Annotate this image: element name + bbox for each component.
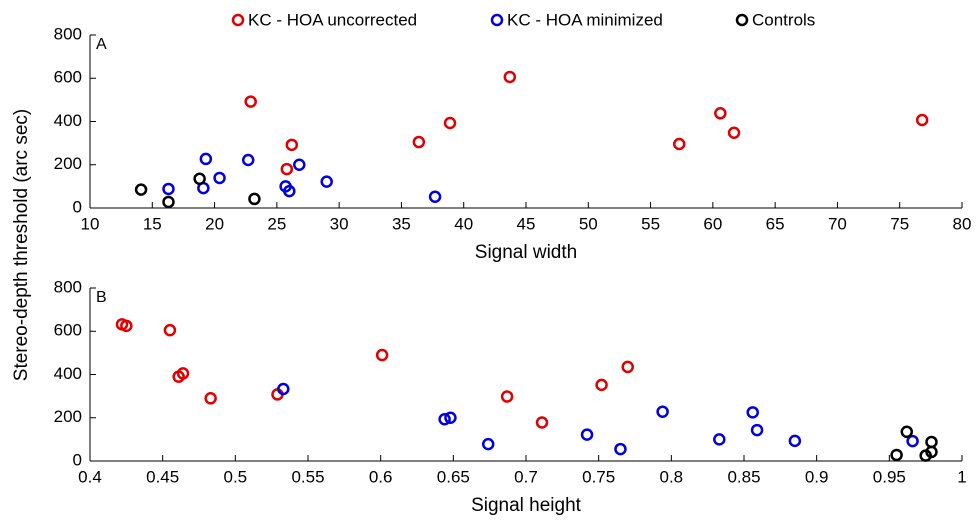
data-point (293, 158, 306, 171)
data-point (241, 153, 255, 167)
x-tick-label: 60 (703, 214, 722, 233)
data-point (375, 348, 389, 362)
y-tick-label: 600 (54, 68, 82, 87)
x-tick-label: 15 (143, 214, 162, 233)
data-point (750, 423, 764, 437)
data-point (428, 190, 442, 204)
data-point (248, 192, 261, 206)
data-point (906, 434, 919, 448)
data-point (595, 378, 608, 392)
x-tick-label: 55 (641, 214, 660, 233)
panel-label: B (96, 289, 107, 306)
data-point (656, 405, 669, 418)
legend-label: KC - HOA uncorrected (248, 10, 417, 29)
data-point (176, 367, 190, 380)
x-tick-label: 0.95 (873, 467, 906, 486)
legend-marker (231, 13, 245, 27)
data-point (320, 175, 333, 188)
y-tick-label: 800 (54, 277, 82, 296)
data-point (443, 116, 457, 130)
data-point (444, 411, 457, 424)
x-tick-label: 0.5 (224, 467, 248, 486)
y-tick-label: 0 (73, 450, 82, 469)
data-point (890, 448, 903, 462)
data-point (925, 435, 938, 449)
x-tick-label: 0.4 (78, 467, 102, 486)
data-point (162, 182, 175, 196)
data-point (672, 137, 686, 151)
data-point (280, 162, 294, 176)
data-point (244, 95, 257, 108)
x-tick-label: 45 (517, 214, 536, 233)
y-tick-label: 800 (54, 24, 82, 43)
data-point (713, 433, 726, 446)
data-point (162, 195, 175, 209)
data-point (746, 406, 759, 419)
x-tick-label: 0.65 (437, 467, 470, 486)
x-tick-label: 50 (579, 214, 598, 233)
data-point (134, 183, 148, 196)
x-tick-label: 40 (454, 214, 473, 233)
data-point (535, 416, 549, 429)
x-tick-label: 0.6 (369, 467, 393, 486)
y-tick-label: 200 (54, 407, 82, 426)
legend-label: Controls (752, 10, 815, 29)
data-point (614, 442, 627, 456)
data-point (503, 70, 517, 84)
x-tick-label: 0.8 (660, 467, 684, 486)
legend-marker (490, 13, 504, 27)
y-tick-label: 400 (54, 364, 82, 383)
data-point (580, 428, 594, 441)
y-tick-label: 400 (54, 111, 82, 130)
data-point (204, 392, 217, 405)
x-tick-label: 65 (766, 214, 785, 233)
y-tick-label: 200 (54, 154, 82, 173)
panel-label: A (96, 36, 107, 53)
x-tick-label: 80 (953, 214, 972, 233)
data-point (915, 113, 929, 127)
data-point (283, 184, 296, 198)
data-point (481, 437, 495, 451)
data-point (163, 323, 177, 337)
data-point (438, 413, 451, 426)
x-tick-label: 35 (392, 214, 411, 233)
data-point (714, 107, 727, 120)
x-tick-label: 0.75 (582, 467, 615, 486)
x-tick-label: 0.85 (727, 467, 760, 486)
data-point (900, 425, 914, 439)
data-point (621, 360, 634, 374)
x-tick-label: 10 (81, 214, 100, 233)
x-tick-label: 30 (330, 214, 349, 233)
x-tick-label: 25 (267, 214, 286, 233)
y-axis-label: Stereo-depth threshold (arc sec) (11, 109, 32, 381)
data-point (193, 172, 206, 186)
data-point (213, 171, 226, 185)
data-point (412, 135, 426, 149)
data-point (727, 126, 741, 139)
legend-marker (735, 13, 749, 27)
x-axis-label: Signal width (475, 242, 577, 263)
data-point (199, 152, 213, 166)
x-tick-label: 0.7 (514, 467, 538, 486)
data-point (788, 434, 802, 448)
data-point (120, 319, 133, 333)
legend-label: KC - HOA minimized (507, 10, 663, 29)
x-tick-label: 1 (957, 467, 966, 486)
x-tick-label: 0.55 (291, 467, 324, 486)
x-tick-label: 70 (828, 214, 847, 233)
data-point (285, 138, 299, 152)
x-tick-label: 0.45 (146, 467, 179, 486)
x-tick-label: 20 (205, 214, 224, 233)
data-point (277, 382, 290, 396)
y-tick-label: 600 (54, 321, 82, 340)
y-tick-label: 0 (73, 197, 82, 216)
x-tick-label: 75 (890, 214, 909, 233)
x-axis-label: Signal height (471, 495, 582, 516)
x-tick-label: 0.9 (805, 467, 829, 486)
data-point (500, 390, 514, 403)
